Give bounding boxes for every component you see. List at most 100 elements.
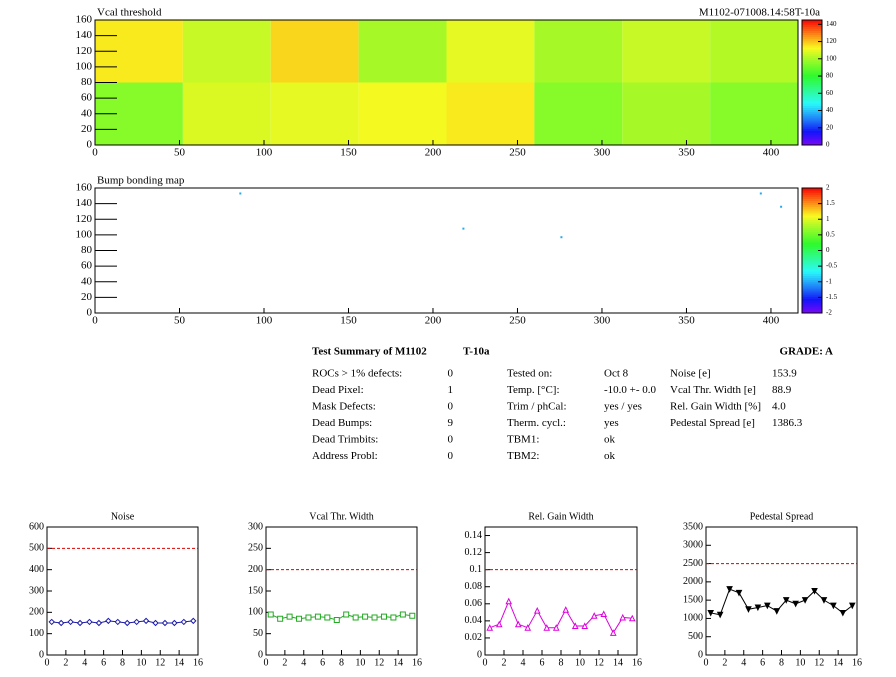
- marker: [628, 614, 636, 622]
- colorbar-step: [802, 32, 822, 36]
- colorbar-label: -1: [826, 277, 832, 285]
- summary-label: Dead Bumps:: [312, 417, 372, 429]
- colorbar-step: [802, 86, 822, 90]
- y-tick-label: 0.12: [465, 547, 483, 558]
- heatmap-cell: [446, 82, 535, 145]
- colorbar-step: [802, 219, 822, 222]
- colorbar-step: [802, 202, 822, 206]
- y-tick-label: 400: [29, 564, 44, 575]
- colorbar-step: [802, 61, 822, 65]
- marker: [171, 619, 178, 627]
- colorbar-step: [802, 194, 822, 197]
- colorbar-step: [802, 298, 822, 301]
- colorbar-step: [802, 254, 822, 258]
- y-tick-label: 20: [81, 291, 93, 303]
- y-tick-label: 200: [29, 607, 44, 618]
- colorbar-step: [802, 115, 822, 119]
- summary-grade: GRADE: A: [780, 346, 834, 358]
- heatmap-cell: [534, 20, 623, 83]
- x-tick-label: 0: [483, 657, 488, 668]
- y-tick-label: 100: [29, 628, 44, 639]
- y-tick-label: 2000: [683, 576, 703, 587]
- x-tick-label: 2: [282, 657, 287, 668]
- y-tick-label: 300: [29, 585, 44, 596]
- summary-value: 1386.3: [772, 417, 803, 429]
- y-tick-label: 120: [76, 213, 93, 225]
- x-tick-label: 300: [594, 315, 611, 327]
- series-line: [51, 620, 194, 624]
- x-tick-label: 350: [678, 147, 695, 159]
- colorbar-step: [802, 63, 822, 67]
- y-tick-label: 120: [76, 45, 93, 57]
- marker: [830, 602, 837, 610]
- y-tick-label: 160: [76, 182, 93, 194]
- colorbar-step: [802, 256, 822, 260]
- summary-value: ok: [604, 434, 616, 446]
- x-tick-label: 50: [174, 315, 186, 327]
- marker: [142, 617, 150, 625]
- colorbar-label: 0: [826, 141, 830, 149]
- y-tick-label: 300: [248, 521, 263, 532]
- x-tick-label: 6: [760, 657, 765, 668]
- marker: [848, 602, 856, 610]
- summary-label: Trim / phCal:: [507, 401, 567, 413]
- heatmap-cell: [270, 20, 359, 83]
- colorbar-step: [802, 42, 822, 46]
- y-tick-label: 40: [81, 107, 93, 119]
- marker: [552, 624, 560, 631]
- y-tick-label: 0.04: [465, 615, 483, 626]
- colorbar-label: 60: [826, 89, 834, 97]
- x-tick-label: 16: [193, 657, 203, 668]
- marker: [399, 611, 406, 618]
- x-tick-label: 14: [833, 657, 843, 668]
- summary-label: TBM1:: [507, 434, 539, 446]
- summary-title: Test Summary of M1102: [312, 346, 427, 358]
- colorbar-label: -2: [826, 309, 832, 317]
- marker: [286, 613, 293, 620]
- y-tick-label: 3000: [683, 540, 703, 551]
- y-tick-label: 100: [248, 607, 263, 618]
- x-tick-label: 2: [722, 657, 727, 668]
- colorbar-step: [802, 190, 822, 193]
- series-line: [710, 588, 853, 616]
- colorbar-step: [802, 200, 822, 204]
- colorbar-step: [802, 78, 822, 81]
- marker: [707, 609, 715, 617]
- x-tick-label: 14: [613, 657, 623, 668]
- colorbar-step: [802, 36, 822, 40]
- marker: [543, 624, 551, 631]
- colorbar-step: [802, 192, 822, 195]
- colorbar-label: 0.5: [826, 230, 835, 238]
- colorbar-step: [802, 65, 822, 69]
- x-tick-label: 4: [521, 657, 526, 668]
- colorbar-step: [802, 285, 822, 289]
- x-tick-label: 12: [155, 657, 165, 668]
- marker: [811, 588, 818, 595]
- x-tick-label: 8: [559, 657, 564, 668]
- x-tick-label: 150: [340, 147, 357, 159]
- heatmap-cell: [182, 20, 271, 83]
- colorbar-step: [802, 111, 822, 115]
- colorbar-step: [802, 82, 822, 86]
- summary-value: 0: [448, 450, 454, 462]
- x-tick-label: 12: [814, 657, 824, 668]
- colorbar-step: [802, 47, 822, 50]
- marker: [133, 618, 140, 626]
- marker: [371, 614, 378, 621]
- colorbar-step: [802, 88, 822, 92]
- colorbar-step: [802, 49, 822, 52]
- x-tick-label: 100: [256, 147, 273, 159]
- summary-value: 0: [448, 401, 454, 413]
- colorbar-step: [802, 204, 822, 208]
- colorbar-step: [802, 258, 822, 262]
- y-tick-label: 0.06: [465, 598, 483, 609]
- colorbar-step: [802, 28, 822, 31]
- y-tick-label: 2500: [683, 558, 703, 569]
- marker: [352, 614, 359, 621]
- colorbar-step: [802, 210, 822, 214]
- y-tick-label: 80: [81, 76, 93, 88]
- chart-title: Pedestal Spread: [750, 511, 814, 522]
- colorbar-step: [802, 84, 822, 88]
- x-tick-label: 10: [575, 657, 585, 668]
- x-tick-label: 0: [264, 657, 269, 668]
